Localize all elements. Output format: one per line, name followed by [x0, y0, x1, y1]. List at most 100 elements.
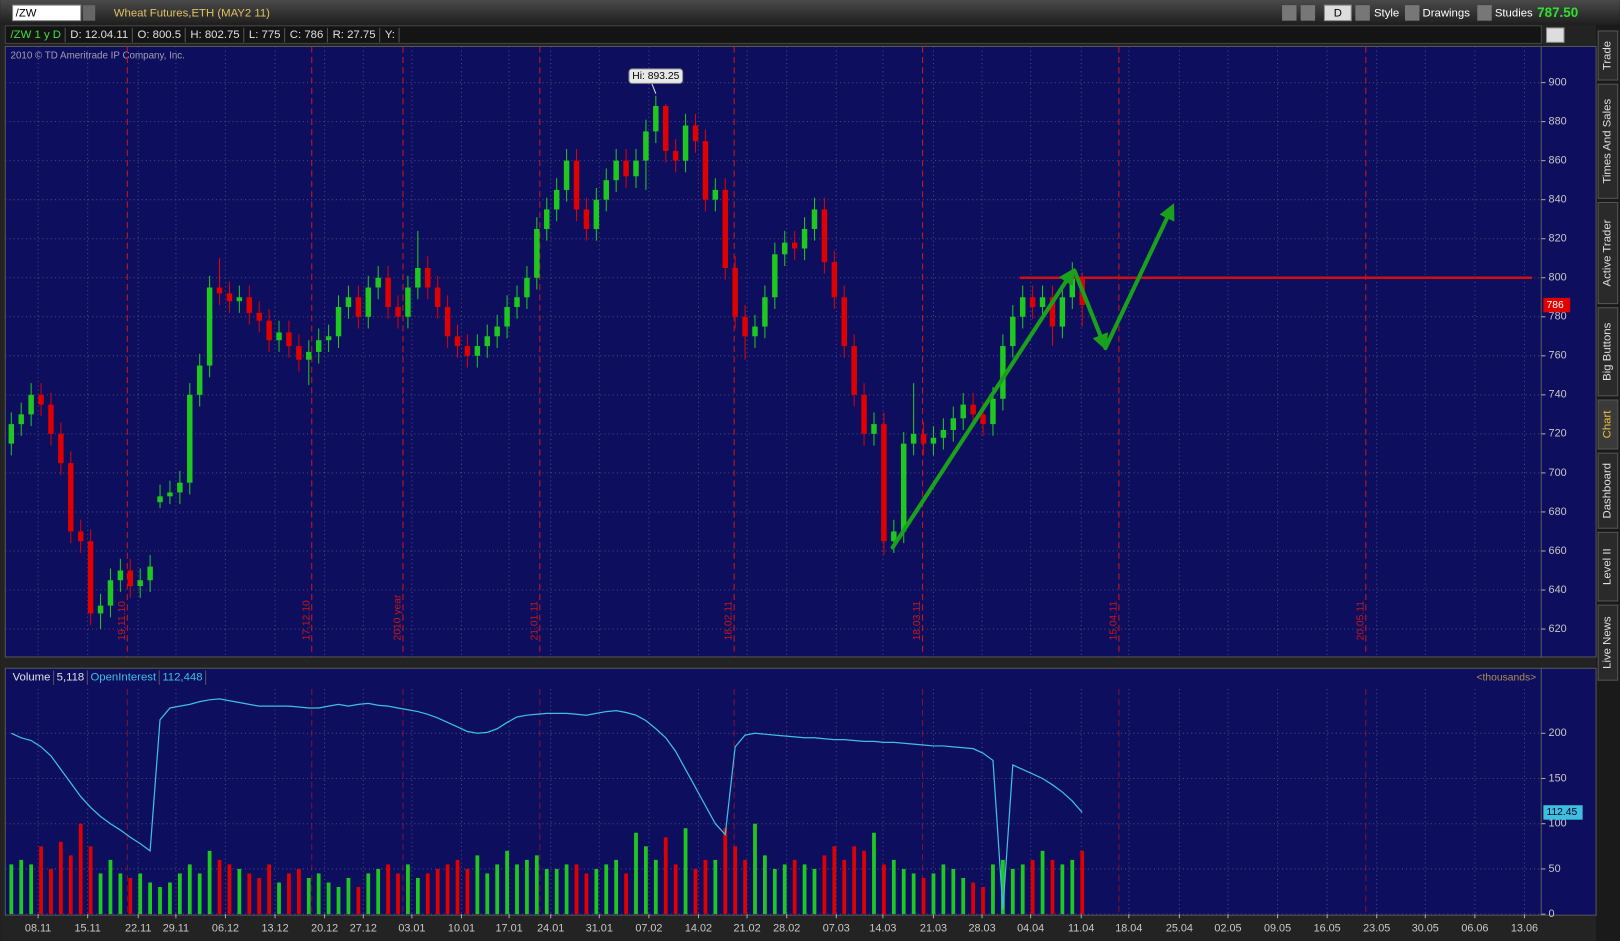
tool-icon[interactable]: [1300, 5, 1316, 21]
sidebar-tab[interactable]: [1597, 399, 1619, 450]
arrow: [1072, 268, 1108, 351]
volume-bar: [901, 868, 906, 915]
sidebar-tabs: Trade Times And Sales Active Trader Big But…: [1597, 30, 1619, 681]
candle-body: [841, 297, 847, 347]
candle-body: [1029, 297, 1036, 308]
candle-body: [593, 199, 600, 229]
volume-bar: [9, 864, 14, 915]
price-panel: [4, 45, 1542, 658]
volume-bar: [118, 873, 123, 915]
studies-icon[interactable]: [1477, 5, 1492, 21]
button-label[interactable]: Studies: [1495, 7, 1533, 19]
candle-body: [692, 125, 699, 142]
sidebar-tab[interactable]: [1597, 531, 1619, 602]
y-tick-label: 800: [1549, 272, 1567, 284]
sidebar-tab[interactable]: [1597, 604, 1619, 681]
volume-bar: [485, 873, 490, 915]
volume-bar: [406, 864, 410, 915]
candle-body: [107, 580, 114, 606]
candle-body: [18, 414, 24, 425]
volume-bar: [882, 864, 886, 915]
volume-bar: [693, 868, 698, 915]
volume-bar: [515, 864, 519, 915]
x-tick-label: 24.01: [537, 922, 564, 934]
candle-body: [1059, 297, 1066, 327]
description: Wheat Futures,ETH (MAY2 11): [114, 7, 270, 19]
volume-bar: [19, 859, 24, 915]
annotation-box: [628, 68, 684, 84]
volume-bar: [505, 850, 509, 915]
volume-bar: [1000, 859, 1005, 915]
y-tick-label: 860: [1549, 155, 1567, 167]
aggregation-button[interactable]: [1323, 4, 1352, 22]
candle-body: [643, 131, 649, 161]
x-tick-label: 30.05: [1412, 922, 1439, 934]
button-label[interactable]: Style: [1374, 7, 1399, 19]
y-tick-label: 640: [1549, 584, 1567, 596]
candle-body: [782, 242, 788, 255]
candle-body: [613, 160, 619, 181]
volume-bar: [58, 841, 63, 915]
tool-icon[interactable]: [1282, 5, 1297, 21]
symbol-input[interactable]: [12, 4, 82, 22]
drawings-icon[interactable]: [1404, 5, 1420, 21]
volume-bar: [534, 855, 539, 915]
volume-bar: [891, 859, 896, 915]
style-icon[interactable]: [1355, 5, 1370, 21]
price-axis: [1540, 45, 1597, 658]
y-tick-label: 150: [1549, 772, 1567, 784]
volume-bar: [217, 859, 222, 915]
volume-bar: [346, 877, 351, 915]
sidebar-tab[interactable]: [1597, 30, 1619, 81]
candle-body: [335, 307, 342, 337]
y-tick-label: 880: [1549, 115, 1567, 127]
x-tick-label: 25.04: [1166, 922, 1193, 934]
x-tick-label: 08.11: [25, 922, 51, 934]
volume-bar: [991, 864, 995, 915]
volume-bar: [743, 859, 747, 915]
candle-body: [1049, 297, 1056, 327]
x-tick-label: 17.01: [496, 922, 523, 934]
candle-body: [444, 307, 451, 337]
event-label: 18.02.11: [724, 601, 735, 641]
volume-bar: [108, 859, 113, 915]
volume-bar: [1010, 868, 1015, 915]
volume-bar: [713, 859, 718, 915]
candle-body: [58, 433, 64, 464]
volume-bar: [1070, 859, 1075, 915]
volume-bar: [356, 887, 361, 915]
last-oi-label: 112.45: [1546, 807, 1577, 818]
candle-body: [920, 433, 927, 444]
sidebar-tab[interactable]: [1597, 307, 1619, 397]
x-tick-label: 14.02: [685, 922, 712, 934]
volume-bar: [465, 868, 470, 915]
volume-bar: [921, 877, 926, 915]
symbol-dropdown[interactable]: [82, 5, 96, 21]
chart-settings-icon[interactable]: [1545, 27, 1565, 43]
volume-bar: [396, 873, 400, 915]
volume-bar: [68, 855, 73, 915]
candle-body: [97, 605, 104, 614]
sidebar-tab[interactable]: [1597, 452, 1619, 529]
y-tick-label: 900: [1549, 76, 1567, 88]
y-tick-label: 780: [1549, 311, 1567, 323]
legend-value: 5,118: [57, 672, 85, 684]
candle-body: [861, 394, 867, 434]
candle-body: [28, 394, 34, 415]
button-label[interactable]: Drawings: [1423, 7, 1471, 19]
volume-bar: [267, 864, 271, 915]
candle-body: [38, 394, 44, 405]
x-tick-label: 22.11: [125, 922, 151, 934]
candle-body: [682, 125, 689, 161]
volume-bar: [306, 877, 311, 915]
info-item: L: 775: [249, 29, 281, 41]
volume-bar: [336, 887, 341, 915]
sidebar-tab[interactable]: [1597, 201, 1619, 305]
x-tick-label: 28.03: [969, 922, 996, 934]
candle-body: [464, 346, 471, 356]
volume-bar: [564, 864, 569, 915]
x-tick-label: 07.03: [823, 922, 850, 934]
sidebar-tab[interactable]: [1597, 83, 1619, 199]
candle-body: [216, 287, 223, 294]
candle-body: [504, 307, 510, 327]
